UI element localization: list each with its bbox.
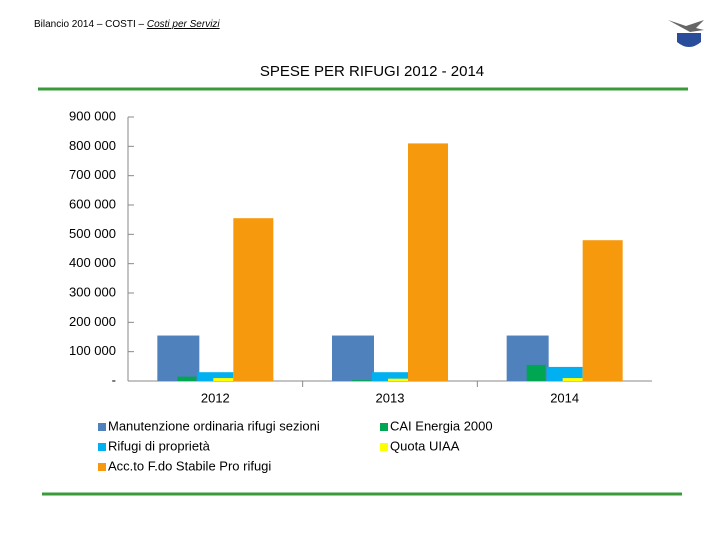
legend-label: Rifugi di proprietà: [108, 438, 211, 453]
y-tick-label: 400 000: [69, 255, 116, 270]
header-link: Costi per Servizi: [147, 19, 221, 30]
y-tick-label: -: [112, 372, 116, 387]
x-tick-label: 2014: [550, 390, 579, 405]
legend-label: Manutenzione ordinaria rifugi sezioni: [108, 418, 320, 433]
bar: [372, 372, 408, 381]
legend-swatch: [98, 423, 106, 431]
bar: [233, 218, 274, 381]
legend-swatch: [98, 443, 106, 451]
y-tick-label: 900 000: [69, 108, 116, 123]
y-tick-label: 700 000: [69, 167, 116, 182]
logo-wings: [668, 20, 704, 32]
bar: [582, 240, 623, 381]
bar: [157, 335, 200, 381]
legend-swatch: [98, 463, 106, 471]
logo-shield: [677, 33, 701, 47]
y-tick-label: 300 000: [69, 284, 116, 299]
bar: [526, 364, 546, 381]
x-tick-label: 2012: [201, 390, 230, 405]
bar: [562, 378, 583, 381]
bar: [546, 366, 583, 381]
y-tick-label: 200 000: [69, 314, 116, 329]
header: Bilancio 2014 – COSTI – Costi per Serviz…: [34, 19, 220, 30]
legend-label: Quota UIAA: [390, 438, 460, 453]
bar: [388, 378, 408, 381]
bar: [332, 335, 374, 381]
legend-swatch: [380, 443, 388, 451]
bar: [197, 372, 234, 381]
x-tick-label: 2013: [376, 390, 405, 405]
bar: [213, 378, 234, 381]
bar: [352, 380, 371, 381]
logo: [668, 20, 704, 47]
legend-swatch: [380, 423, 388, 431]
chart-title: SPESE PER RIFUGI 2012 - 2014: [260, 63, 484, 80]
y-tick-label: 500 000: [69, 226, 116, 241]
y-tick-label: 800 000: [69, 138, 116, 153]
bar: [408, 143, 448, 381]
legend-label: Acc.to F.do Stabile Pro rifugi: [108, 458, 271, 473]
header-text: Bilancio 2014 – COSTI –: [34, 19, 147, 30]
bar: [177, 376, 197, 381]
legend-label: CAI Energia 2000: [390, 418, 493, 433]
y-tick-label: 100 000: [69, 343, 116, 358]
y-tick-label: 600 000: [69, 196, 116, 211]
